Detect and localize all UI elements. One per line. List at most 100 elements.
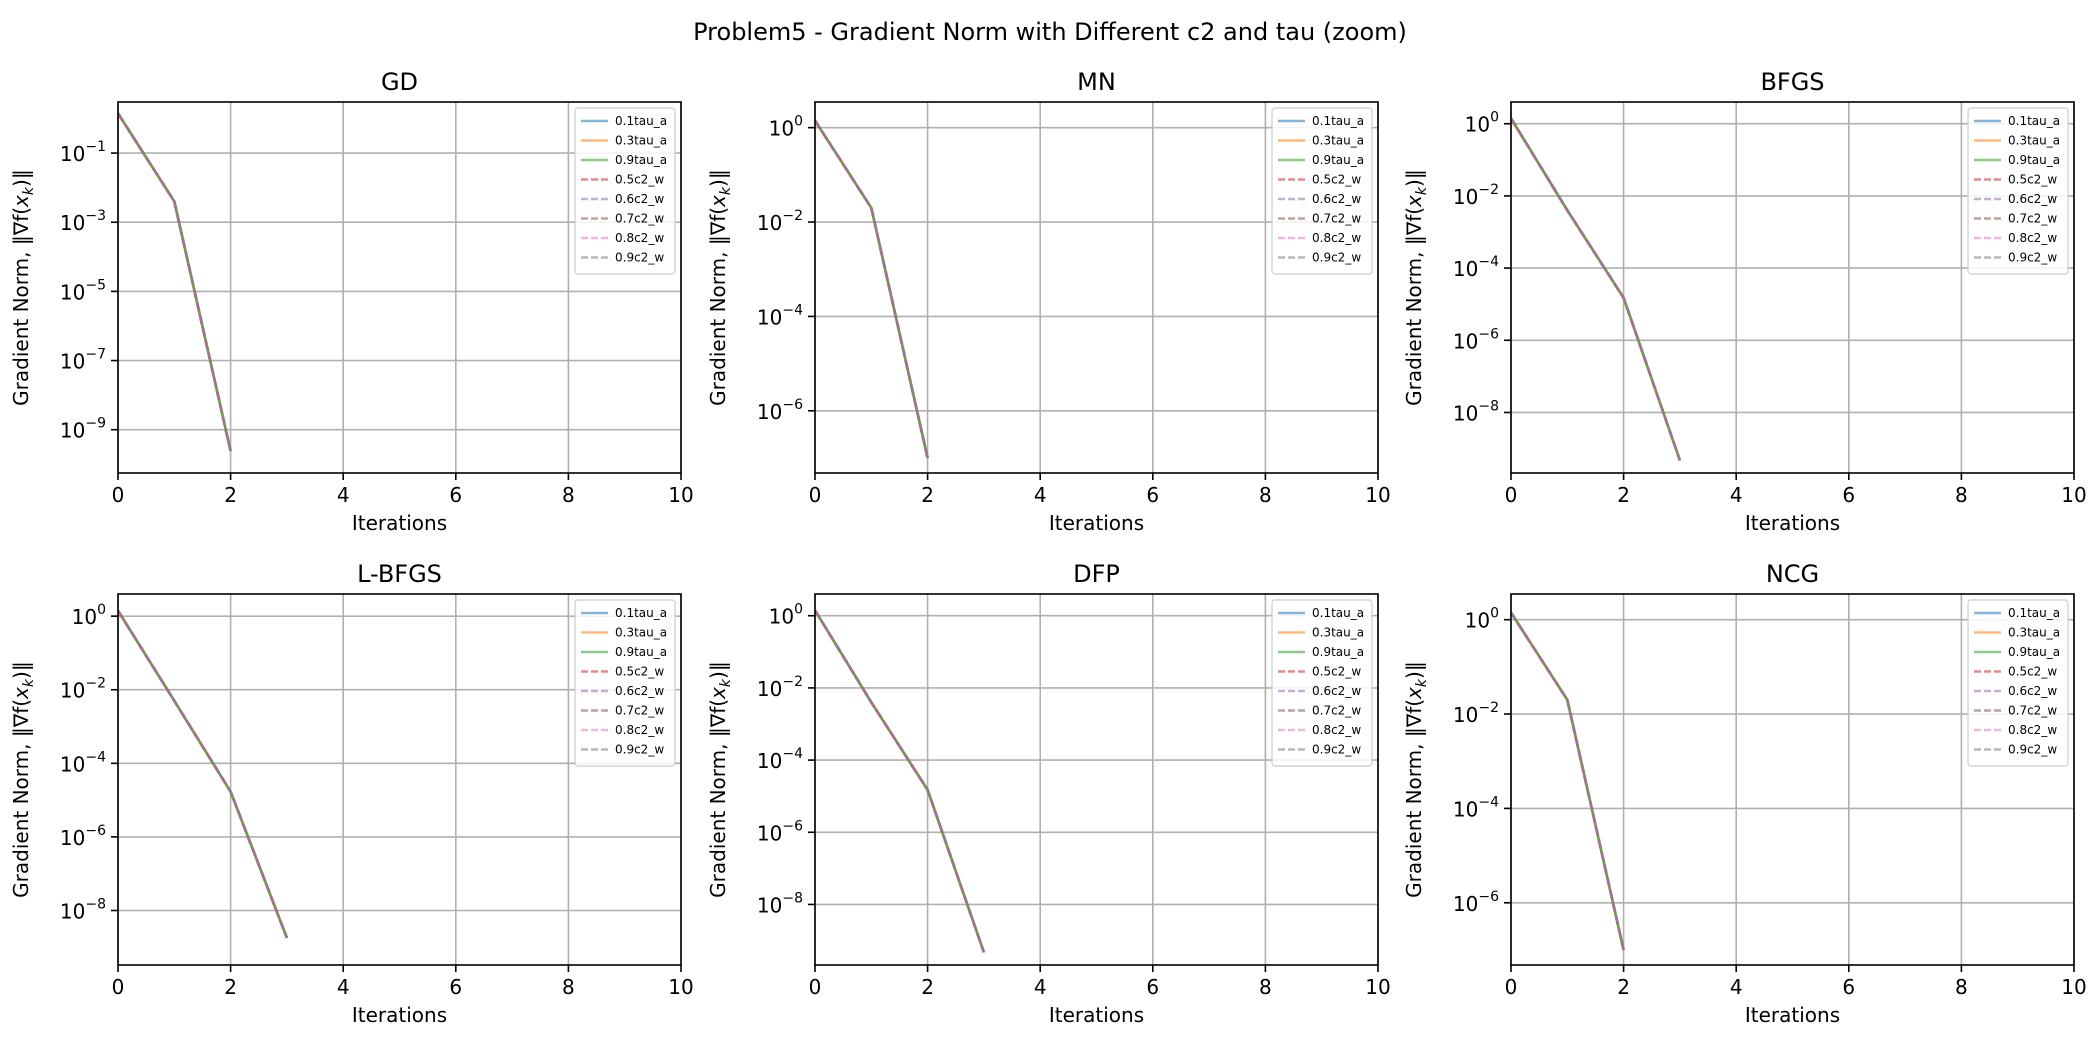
x-tick-label: 4 [1034, 483, 1047, 507]
y-axis-label: Gradient Norm, ‖∇f(xk)‖ [9, 661, 37, 898]
legend-label: 0.9tau_a [615, 645, 667, 659]
x-tick-label: 4 [1730, 483, 1743, 507]
legend: 0.1tau_a 0.3tau_a 0.9tau_a 0.5c2_w 0.6c2_w 0.… [1271, 599, 1373, 767]
series-line-0.9c2_w [1511, 117, 1682, 461]
x-tick-label: 8 [562, 483, 575, 507]
legend-label: 0.7c2_w [1312, 212, 1361, 226]
subplot-mn: 0 2 4 6 8 1010−610−410−2100MNIterationsGradie… [706, 68, 1391, 535]
legend-label: 0.7c2_w [615, 704, 664, 718]
legend: 0.1tau_a 0.3tau_a 0.9tau_a 0.5c2_w 0.6c2_w 0.… [1967, 107, 2069, 275]
figure-title: Problem5 - Gradient Norm with Different … [693, 18, 1407, 46]
series-group [815, 609, 986, 953]
legend-label: 0.7c2_w [615, 212, 664, 226]
x-tick-label: 8 [562, 975, 575, 999]
y-tick-label: 10−8 [60, 896, 106, 923]
subplot-title: MN [1077, 68, 1116, 96]
x-tick-label: 4 [337, 975, 350, 999]
legend-label: 0.1tau_a [2008, 606, 2060, 620]
subplot-title: BFGS [1760, 68, 1824, 96]
legend-label: 0.6c2_w [615, 192, 664, 206]
y-tick-label: 10−4 [60, 749, 106, 776]
x-tick-label: 0 [112, 975, 125, 999]
x-tick-label: 6 [1842, 975, 1855, 999]
legend: 0.1tau_a 0.3tau_a 0.9tau_a 0.5c2_w 0.6c2_w 0.… [574, 599, 676, 767]
legend-label: 0.9c2_w [2008, 743, 2057, 757]
x-tick-label: 8 [1259, 975, 1272, 999]
axes-frame [117, 593, 682, 966]
legend-label: 0.8c2_w [2008, 231, 2057, 245]
legend: 0.1tau_a 0.3tau_a 0.9tau_a 0.5c2_w 0.6c2_w 0.… [1967, 599, 2069, 767]
x-axis-label: Iterations [1745, 511, 1840, 535]
legend-label: 0.5c2_w [615, 665, 664, 679]
legend-label: 0.8c2_w [2008, 723, 2057, 737]
legend-label: 0.9c2_w [1312, 743, 1361, 757]
legend-label: 0.8c2_w [615, 723, 664, 737]
legend-label: 0.5c2_w [2008, 173, 2057, 187]
y-axis-label: Gradient Norm, ‖∇f(xk)‖ [706, 169, 734, 406]
subplot-title: DFP [1073, 560, 1120, 588]
legend-label: 0.9tau_a [1312, 153, 1364, 167]
legend-label: 0.8c2_w [1312, 231, 1361, 245]
x-tick-label: 6 [449, 483, 462, 507]
series-line-0.9c2_w [815, 609, 986, 953]
x-tick-label: 10 [2061, 483, 2086, 507]
x-tick-label: 2 [1617, 483, 1630, 507]
x-tick-label: 4 [337, 483, 350, 507]
legend-label: 0.1tau_a [1312, 114, 1364, 128]
legend-label: 0.9c2_w [2008, 251, 2057, 265]
legend-label: 0.1tau_a [615, 606, 667, 620]
x-axis-label: Iterations [1049, 511, 1144, 535]
subplot-l-bfgs: 0 2 4 6 8 1010−810−610−410−2100L-BFGSIteratio… [9, 560, 694, 1027]
legend-label: 0.5c2_w [1312, 665, 1361, 679]
x-tick-label: 10 [1365, 483, 1390, 507]
legend-label: 0.6c2_w [2008, 684, 2057, 698]
legend-frame [574, 599, 676, 767]
legend-frame [1967, 107, 2069, 275]
series-group [118, 112, 232, 452]
legend-label: 0.7c2_w [1312, 704, 1361, 718]
series-line-0.9c2_w [118, 112, 232, 452]
x-tick-label: 8 [1955, 483, 1968, 507]
y-tick-label: 10−5 [60, 277, 106, 304]
legend-frame [1967, 599, 2069, 767]
y-tick-label: 10−1 [60, 139, 106, 166]
legend-label: 0.9c2_w [615, 251, 664, 265]
axes-frame [1510, 593, 2075, 966]
legend-label: 0.3tau_a [2008, 626, 2060, 640]
legend-frame [574, 107, 676, 275]
legend-label: 0.9tau_a [1312, 645, 1364, 659]
subplot-ncg: 0 2 4 6 8 1010−610−410−2100NCGIterationsGradi… [1402, 560, 2087, 1027]
legend-label: 0.7c2_w [2008, 212, 2057, 226]
y-axis-label: Gradient Norm, ‖∇f(xk)‖ [9, 169, 37, 406]
x-tick-label: 4 [1034, 975, 1047, 999]
subplot-grid: 0 2 4 6 8 1010−910−710−510−310−1GDIterationsG… [9, 68, 2087, 1027]
legend-label: 0.9tau_a [2008, 645, 2060, 659]
x-tick-label: 0 [1505, 975, 1518, 999]
subplot-title: GD [381, 68, 418, 96]
series-group [1511, 117, 1682, 461]
legend-frame [1271, 599, 1373, 767]
y-tick-label: 100 [1465, 606, 1499, 633]
axes-frame [117, 101, 682, 474]
x-tick-label: 0 [1505, 483, 1518, 507]
legend-label: 0.9tau_a [2008, 153, 2060, 167]
series-group [1511, 611, 1625, 951]
legend-label: 0.3tau_a [2008, 134, 2060, 148]
legend-label: 0.9tau_a [615, 153, 667, 167]
subplot-dfp: 0 2 4 6 8 1010−810−610−410−2100DFPIterationsG… [706, 560, 1391, 1027]
legend-label: 0.8c2_w [1312, 723, 1361, 737]
legend-label: 0.5c2_w [615, 173, 664, 187]
legend-label: 0.7c2_w [2008, 704, 2057, 718]
x-tick-label: 6 [1842, 483, 1855, 507]
series-line-0.9c2_w [815, 119, 929, 459]
x-tick-label: 10 [668, 483, 693, 507]
x-axis-label: Iterations [352, 1003, 447, 1027]
legend-label: 0.6c2_w [1312, 192, 1361, 206]
legend-label: 0.5c2_w [2008, 665, 2057, 679]
legend-label: 0.1tau_a [1312, 606, 1364, 620]
y-axis-label: Gradient Norm, ‖∇f(xk)‖ [1402, 661, 1430, 898]
legend-label: 0.3tau_a [615, 134, 667, 148]
y-tick-label: 10−2 [60, 676, 106, 703]
series-group [118, 609, 289, 939]
